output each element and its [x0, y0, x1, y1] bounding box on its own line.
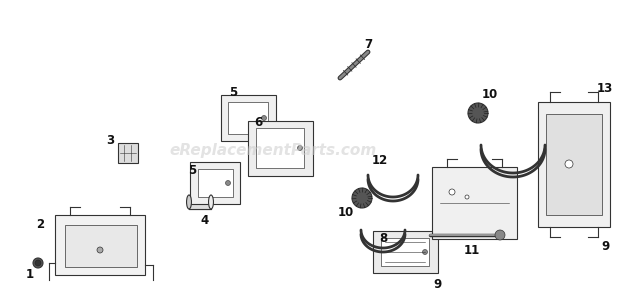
Bar: [373, 231, 438, 273]
Ellipse shape: [208, 195, 213, 209]
Text: 10: 10: [482, 88, 498, 101]
Bar: [189, 195, 211, 209]
Circle shape: [298, 146, 303, 151]
Bar: [190, 162, 240, 204]
Text: 12: 12: [372, 154, 388, 166]
Text: 2: 2: [36, 218, 44, 232]
Circle shape: [495, 230, 505, 240]
Text: 11: 11: [464, 244, 480, 256]
Circle shape: [97, 247, 103, 253]
Bar: [256, 128, 304, 168]
Bar: [118, 143, 138, 163]
Bar: [198, 169, 233, 197]
Text: 9: 9: [601, 241, 609, 254]
Text: 6: 6: [254, 116, 262, 130]
Polygon shape: [55, 215, 145, 275]
Bar: [228, 102, 268, 134]
Circle shape: [565, 160, 573, 168]
Circle shape: [262, 116, 267, 121]
Circle shape: [352, 188, 372, 208]
Circle shape: [449, 189, 455, 195]
Circle shape: [33, 258, 43, 268]
Bar: [546, 114, 602, 215]
Bar: [432, 167, 517, 239]
Text: 5: 5: [229, 86, 237, 100]
Text: 8: 8: [379, 232, 387, 244]
Bar: [221, 95, 276, 141]
Circle shape: [468, 103, 488, 123]
Text: eReplacementParts.com: eReplacementParts.com: [169, 142, 376, 158]
Text: 9: 9: [434, 278, 442, 290]
Bar: [248, 121, 313, 176]
Text: 1: 1: [26, 268, 34, 281]
Bar: [538, 102, 610, 227]
Text: 5: 5: [188, 164, 196, 176]
Polygon shape: [65, 225, 137, 267]
Text: 3: 3: [106, 134, 114, 148]
Circle shape: [35, 260, 41, 266]
Ellipse shape: [187, 195, 192, 209]
Text: 7: 7: [364, 38, 372, 52]
Text: 4: 4: [201, 214, 209, 226]
Text: 10: 10: [338, 206, 354, 220]
Text: 13: 13: [597, 82, 613, 94]
Circle shape: [465, 195, 469, 199]
Circle shape: [422, 250, 428, 254]
Circle shape: [226, 181, 231, 185]
Bar: [381, 238, 429, 266]
